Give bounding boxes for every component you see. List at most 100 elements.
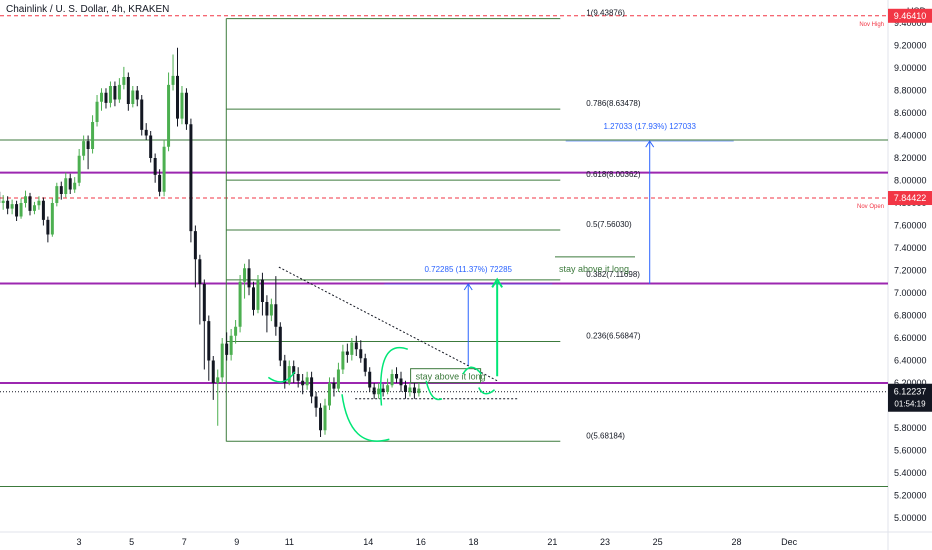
candle-body [117, 84, 121, 100]
candle-body [131, 90, 135, 104]
candle-body [28, 196, 32, 211]
candle-body [220, 343, 224, 378]
current-price-countdown: 01:54:19 [894, 400, 926, 409]
candle-body [207, 321, 211, 361]
fibonacci-level-label: 0.5(7.56030) [586, 220, 632, 229]
fibonacci-level-label: 0.382(7.11698) [586, 270, 640, 279]
candle-body [193, 231, 197, 260]
candle-body [269, 304, 273, 316]
fibonacci-level-label: 0.236(6.56847) [586, 332, 641, 341]
candle-body [153, 158, 157, 175]
y-tick-label: 9.00000 [894, 63, 927, 73]
y-tick-label: 6.20000 [894, 378, 927, 388]
y-tick-label: 5.00000 [894, 513, 927, 523]
candle-body [296, 374, 300, 381]
x-tick-label: 23 [600, 537, 610, 547]
price-mark-name: Nov Open [857, 204, 884, 210]
fibonacci-level-label: 0(5.68184) [586, 431, 625, 440]
y-tick-label: 8.20000 [894, 153, 927, 163]
candle-body [412, 387, 416, 394]
candle-body [1, 200, 5, 203]
candle-body [113, 86, 117, 100]
candle-body [68, 178, 72, 190]
candle-body [336, 369, 340, 389]
breakout-arrow-head [491, 277, 504, 288]
candle-body [10, 204, 14, 209]
candle-body [50, 203, 54, 235]
candle-body [176, 75, 179, 119]
candle-body [260, 279, 264, 302]
annotation-text: stay above it long [416, 372, 486, 382]
candle-body [229, 335, 233, 355]
candle-body [149, 135, 153, 158]
x-tick-label: 9 [234, 537, 239, 547]
candle-body [140, 99, 144, 130]
annotation-text: stay above it long [559, 264, 629, 274]
candle-body [251, 287, 255, 310]
candle-body [225, 343, 229, 355]
x-tick-label: 18 [468, 537, 478, 547]
candle-body [287, 366, 291, 383]
candle-body [363, 358, 367, 372]
measurement-arrow-head [645, 140, 655, 148]
candle-body [122, 77, 126, 85]
candle-body [82, 141, 86, 156]
candle-body [403, 385, 407, 392]
y-tick-label: 5.40000 [894, 468, 927, 478]
candle-body [144, 129, 148, 136]
candle-body [278, 326, 282, 361]
candle-body [167, 84, 171, 147]
measurement-label: 0.72285 (11.37%) 72285 [424, 265, 512, 274]
candle-body [86, 141, 90, 149]
candle-body [372, 387, 376, 395]
x-tick-label: 25 [653, 537, 663, 547]
candle-body [301, 380, 305, 386]
candle-body [274, 304, 278, 327]
y-tick-label: 7.00000 [894, 288, 927, 298]
candle-body [408, 387, 412, 392]
y-tick-label: 5.20000 [894, 491, 927, 501]
y-tick-label: 7.20000 [894, 266, 927, 276]
candle-body [341, 351, 345, 370]
candle-body [46, 219, 50, 235]
chart-title: Chainlink / U. S. Dollar, 4h, KRAKEN [6, 4, 170, 15]
candle-body [243, 268, 247, 282]
candle-body [202, 284, 206, 322]
candle-body [162, 146, 166, 192]
price-mark-name: Nov High [859, 22, 884, 28]
candle-body [292, 366, 296, 374]
price-mark-label: 7.84422 [894, 193, 927, 203]
candle-body [319, 407, 323, 431]
candle-body [135, 90, 139, 100]
candle-body [180, 92, 184, 119]
candle-body [59, 186, 63, 194]
fibonacci-level-label: 1(9.43876) [586, 9, 625, 18]
candle-body [19, 203, 23, 217]
candle-body [41, 200, 45, 220]
x-tick-label: Dec [781, 537, 798, 547]
candle-body [305, 377, 309, 386]
candle-body [377, 388, 381, 395]
x-tick-label: 3 [76, 537, 81, 547]
x-tick-label: 14 [363, 537, 373, 547]
y-tick-label: 9.20000 [894, 41, 927, 51]
candle-body [265, 302, 269, 316]
y-tick-label: 8.80000 [894, 86, 927, 96]
candle-body [234, 326, 238, 336]
candle-body [104, 92, 108, 103]
candle-body [37, 200, 41, 206]
candle-body [108, 86, 112, 103]
x-tick-label: 21 [547, 537, 557, 547]
candle-body [354, 342, 358, 350]
candle-body [238, 281, 242, 327]
candle-body [314, 396, 318, 408]
candle-body [64, 178, 68, 194]
y-tick-label: 8.40000 [894, 131, 927, 141]
candle-body [77, 155, 81, 183]
candle-body [247, 268, 251, 288]
y-tick-label: 6.60000 [894, 333, 927, 343]
candle-body [73, 182, 77, 190]
measurement-label: 1.27033 (17.93%) 127033 [603, 122, 696, 131]
